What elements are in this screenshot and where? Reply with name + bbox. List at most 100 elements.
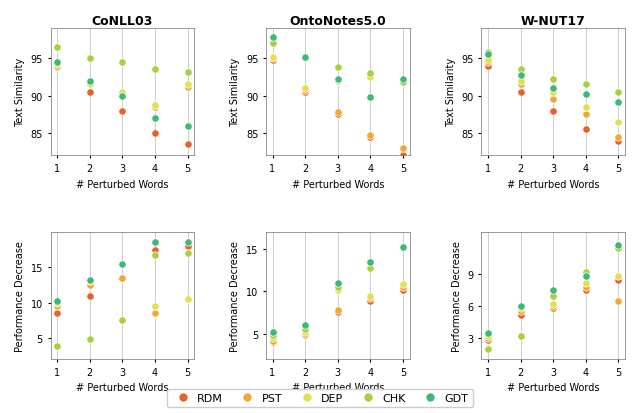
Point xyxy=(548,108,558,114)
Point xyxy=(84,56,95,62)
Point xyxy=(84,336,95,343)
Point xyxy=(333,112,343,118)
Point xyxy=(117,89,127,96)
Point xyxy=(182,240,193,246)
Point xyxy=(268,54,278,61)
Point xyxy=(398,145,408,152)
Point xyxy=(483,333,493,339)
Point xyxy=(580,112,591,118)
Point xyxy=(117,317,127,324)
Point xyxy=(333,76,343,83)
Point xyxy=(548,89,558,96)
Point xyxy=(483,50,493,56)
Point xyxy=(515,305,525,312)
Point xyxy=(117,275,127,282)
Point xyxy=(150,104,160,111)
Point xyxy=(580,92,591,98)
Point xyxy=(515,89,525,96)
Point xyxy=(84,78,95,85)
Point xyxy=(117,59,127,66)
Point xyxy=(52,303,62,310)
Point xyxy=(483,337,493,344)
Point xyxy=(182,142,193,148)
X-axis label: # Perturbed Words: # Perturbed Words xyxy=(507,179,600,189)
Point xyxy=(182,123,193,130)
Point xyxy=(483,345,493,352)
Y-axis label: Performance Decrease: Performance Decrease xyxy=(15,240,25,351)
Point xyxy=(333,280,343,286)
Point xyxy=(548,76,558,83)
Point xyxy=(483,63,493,70)
Point xyxy=(365,292,376,299)
Point xyxy=(268,56,278,62)
Point xyxy=(117,92,127,98)
Point xyxy=(483,330,493,336)
Point xyxy=(365,265,376,271)
Point xyxy=(150,303,160,310)
Point xyxy=(182,69,193,76)
Point xyxy=(300,322,310,329)
Point xyxy=(515,72,525,79)
Point xyxy=(613,99,623,106)
Point xyxy=(515,309,525,315)
Point xyxy=(300,89,310,96)
Point xyxy=(365,95,376,101)
Point xyxy=(150,252,160,258)
Point xyxy=(52,299,62,306)
Point xyxy=(150,102,160,109)
Point xyxy=(300,330,310,337)
Point xyxy=(300,87,310,94)
Point xyxy=(84,292,95,299)
Point xyxy=(117,317,127,324)
Point xyxy=(84,278,95,285)
Point xyxy=(182,82,193,88)
Point xyxy=(182,250,193,257)
Point xyxy=(268,332,278,339)
Point xyxy=(613,273,623,280)
Point xyxy=(150,310,160,317)
Point xyxy=(300,85,310,92)
Point xyxy=(268,35,278,41)
Point xyxy=(333,109,343,116)
X-axis label: # Perturbed Words: # Perturbed Words xyxy=(76,382,168,392)
Point xyxy=(182,296,193,303)
Point xyxy=(268,329,278,335)
Point xyxy=(300,329,310,335)
Point xyxy=(52,59,62,66)
Point xyxy=(398,244,408,251)
Point xyxy=(580,82,591,88)
Point xyxy=(580,104,591,111)
Point xyxy=(52,343,62,350)
Point xyxy=(548,303,558,310)
Point xyxy=(483,57,493,64)
Point xyxy=(365,132,376,138)
Y-axis label: Text Similarity: Text Similarity xyxy=(15,58,25,127)
Point xyxy=(84,277,95,284)
X-axis label: # Perturbed Words: # Perturbed Words xyxy=(507,382,600,392)
Point xyxy=(398,80,408,86)
Point xyxy=(580,284,591,291)
Point xyxy=(333,309,343,316)
Point xyxy=(268,339,278,346)
Point xyxy=(117,275,127,282)
Legend: RDM, PST, DEP, CHK, GDT: RDM, PST, DEP, CHK, GDT xyxy=(167,389,473,408)
Point xyxy=(398,282,408,288)
Point xyxy=(515,82,525,88)
Point xyxy=(365,295,376,301)
Point xyxy=(515,67,525,74)
Point xyxy=(398,76,408,83)
Point xyxy=(182,84,193,91)
Point xyxy=(398,284,408,291)
Point xyxy=(580,287,591,294)
Point xyxy=(613,245,623,252)
Point xyxy=(150,116,160,122)
Point xyxy=(580,280,591,286)
Point xyxy=(548,85,558,92)
Point xyxy=(483,52,493,59)
Point xyxy=(300,56,310,62)
X-axis label: # Perturbed Words: # Perturbed Words xyxy=(292,179,384,189)
Point xyxy=(268,41,278,47)
Point xyxy=(548,97,558,103)
Point xyxy=(515,78,525,85)
Point xyxy=(182,243,193,250)
